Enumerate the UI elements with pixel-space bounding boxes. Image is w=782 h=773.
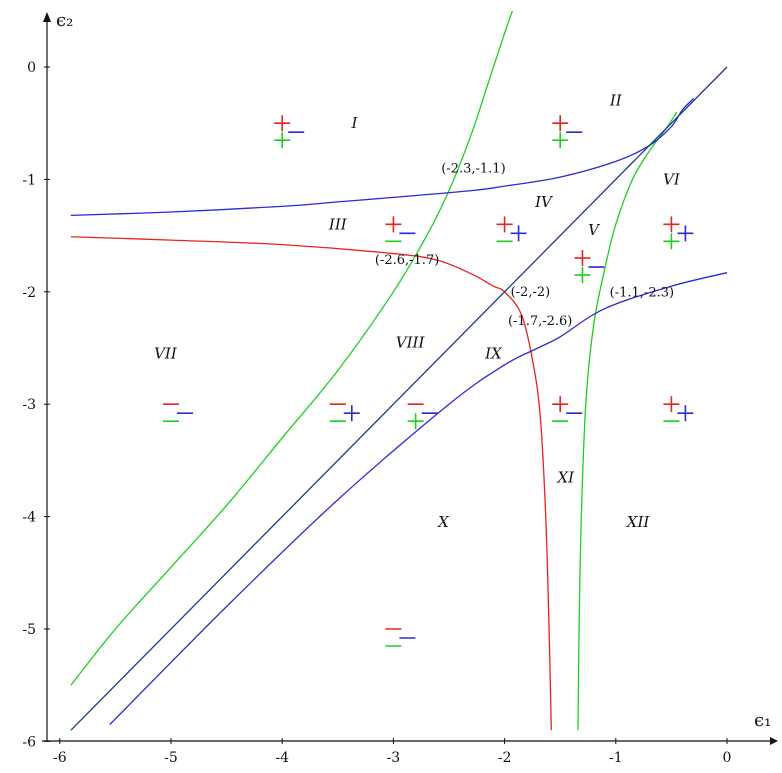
y-tick-label: -5 xyxy=(22,622,36,638)
point-label: (-2.3,-1.1) xyxy=(441,162,505,177)
curve-blue-5 xyxy=(109,272,728,725)
curves xyxy=(70,10,728,731)
x-tick-label: -3 xyxy=(387,750,401,766)
point-label: (-2.6,-1.7) xyxy=(375,253,439,268)
x-tick-label: -5 xyxy=(164,750,178,766)
sign-marker xyxy=(574,250,605,284)
curve-green-1 xyxy=(577,111,678,731)
y-tick-label: -6 xyxy=(22,734,36,750)
x-tick-label: -6 xyxy=(53,750,67,766)
sign-marker xyxy=(274,115,305,149)
sign-marker xyxy=(496,216,527,243)
y-axis-label: ϵ₂ xyxy=(56,10,73,31)
sign-marker xyxy=(385,216,416,243)
region-label: XI xyxy=(556,468,575,486)
curve-green-0 xyxy=(70,10,513,686)
y-tick-label: -1 xyxy=(22,172,36,188)
y-tick-label: -4 xyxy=(22,510,36,526)
x-axis-label: ϵ₁ xyxy=(754,710,771,731)
region-label: VI xyxy=(663,170,681,188)
curve-red-3 xyxy=(70,236,552,731)
sign-markers xyxy=(163,115,694,647)
point-label: (-2,-2) xyxy=(511,285,551,300)
x-axis-arrow xyxy=(770,737,778,745)
curve-blue-2 xyxy=(70,98,695,217)
sign-marker xyxy=(407,403,438,430)
point-label: (-1.7,-2.6) xyxy=(508,314,572,329)
y-tick-label: -3 xyxy=(22,397,36,413)
region-label: III xyxy=(328,215,348,233)
sign-marker xyxy=(663,396,694,423)
region-label: X xyxy=(437,513,450,531)
sign-marker xyxy=(663,216,694,250)
x-tick-label: -2 xyxy=(498,750,512,766)
sign-marker xyxy=(329,403,360,423)
region-label: I xyxy=(351,114,359,132)
region-label: VII xyxy=(154,345,178,363)
x-tick-label: 0 xyxy=(723,750,732,766)
y-tick-label: -2 xyxy=(22,285,36,301)
sign-marker xyxy=(385,628,416,647)
curve-navy-4 xyxy=(70,66,728,731)
region-label: VIII xyxy=(396,333,426,351)
region-label: IX xyxy=(484,345,503,363)
point-label: (-1.1,-2.3) xyxy=(610,286,674,301)
region-label: II xyxy=(609,92,623,110)
sign-marker xyxy=(552,115,583,149)
sign-marker xyxy=(552,396,583,423)
region-label: XII xyxy=(626,513,651,531)
region-label: V xyxy=(588,221,601,239)
sign-marker xyxy=(163,403,193,423)
point-labels: (-2.3,-1.1) (-2.6,-1.7) (-2,-2) (-1.1,-2.3)… xyxy=(375,162,674,330)
y-tick-label: 0 xyxy=(27,60,36,76)
y-axis-arrow xyxy=(43,12,51,22)
region-label: IV xyxy=(534,193,554,211)
x-tick-label: -1 xyxy=(609,750,623,766)
x-tick-label: -4 xyxy=(275,750,289,766)
axes: ϵ₁ ϵ₂ xyxy=(42,10,778,745)
ticks: -6 -5 -4 -3 -2 -1 0 0 -1 -2 -3 -4 -5 -6 xyxy=(22,60,731,766)
